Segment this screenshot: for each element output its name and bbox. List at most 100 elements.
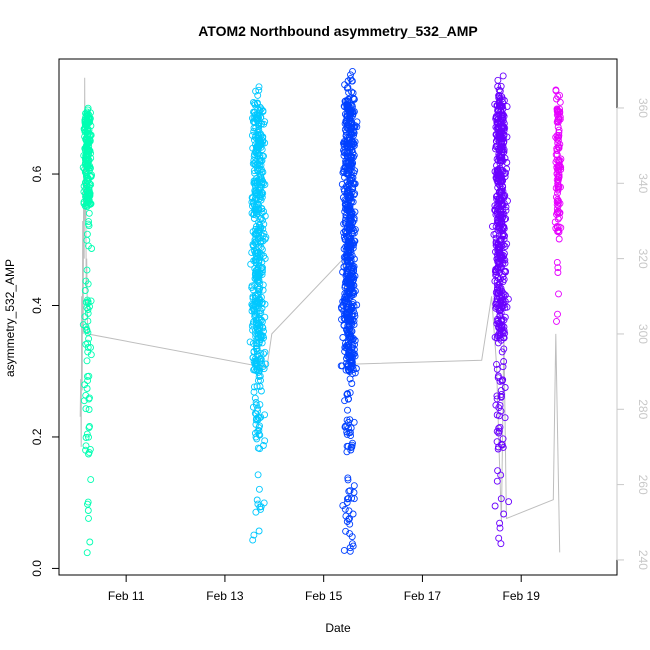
data-point [83,108,91,116]
data-point [84,500,91,508]
data-point [495,232,503,240]
y2-tick-label: 260 [636,475,650,495]
data-point [496,519,504,527]
data-point [257,376,264,384]
data-point [253,339,261,347]
data-point [252,234,260,242]
data-point [345,186,353,193]
data-point [555,290,562,298]
data-point [495,412,503,420]
data-point [82,192,90,200]
data-point [499,201,507,209]
data-point [350,482,358,490]
data-point [256,253,264,261]
data-point [257,161,265,169]
data-point [345,291,353,298]
data-point [350,302,358,310]
data-point [82,193,89,201]
data-point [554,189,561,197]
x-tick-label: Feb 17 [404,589,442,603]
data-point [341,316,349,323]
data-point [251,365,258,373]
data-point [350,418,358,426]
data-point [497,471,505,479]
data-point [256,280,264,288]
data-point [556,209,564,217]
data-point [494,76,502,84]
data-point [488,222,496,230]
data-point [501,259,509,267]
data-point [555,116,563,124]
data-point [499,435,507,443]
data-point [84,507,92,514]
data-point [351,167,359,175]
data-point [494,331,502,339]
data-point [343,84,351,92]
scatter-cluster [488,72,513,548]
data-point [346,253,354,260]
data-point [256,284,264,292]
data-point [504,295,512,303]
data-point [497,107,505,115]
data-point [253,382,261,390]
data-point [258,181,266,189]
y2-tick-label: 340 [636,173,650,193]
data-point [253,100,261,108]
data-point [351,337,359,344]
data-point [253,316,260,324]
data-point [499,72,507,80]
data-point [254,152,262,160]
data-point [256,372,264,380]
data-point [83,549,91,557]
data-point [346,530,354,538]
data-point [554,197,562,205]
data-point [85,242,92,250]
chart-title: ATOM2 Northbound asymmetry_532_AMP [198,23,478,39]
data-point [553,201,561,209]
data-point [83,230,91,238]
data-point [345,326,353,334]
y-tick-label: 0.2 [30,428,44,445]
data-point [554,177,562,185]
data-point [81,128,89,136]
data-point [342,132,350,140]
data-point [345,89,353,97]
data-point [495,292,503,300]
data-point [497,178,505,186]
data-point [499,363,507,371]
data-point [343,277,351,285]
y2-tick-label: 360 [636,98,650,118]
data-point [87,351,95,359]
data-point [250,531,258,539]
data-point [553,317,560,325]
data-point [344,342,352,350]
data-point [84,147,92,155]
data-point [556,109,564,117]
data-point [501,329,509,337]
data-point [256,151,264,159]
data-point [343,448,351,456]
data-point [252,508,260,516]
data-point [494,258,502,266]
data-point [86,538,94,546]
data-point [554,185,562,193]
data-point [494,217,502,225]
data-point [85,222,93,230]
data-point [498,303,506,311]
data-point [492,401,500,409]
data-point [344,338,352,346]
data-point [85,209,93,217]
scatter-cluster [337,67,361,555]
data-point [344,390,351,398]
data-point [254,444,262,452]
data-point [341,257,349,265]
data-point [254,366,262,374]
data-point [340,546,348,554]
data-point [498,263,505,271]
data-point [495,94,503,102]
data-point [349,310,356,318]
data-point [493,255,501,263]
data-point [500,358,508,365]
data-point [261,300,269,308]
data-point [347,75,355,83]
